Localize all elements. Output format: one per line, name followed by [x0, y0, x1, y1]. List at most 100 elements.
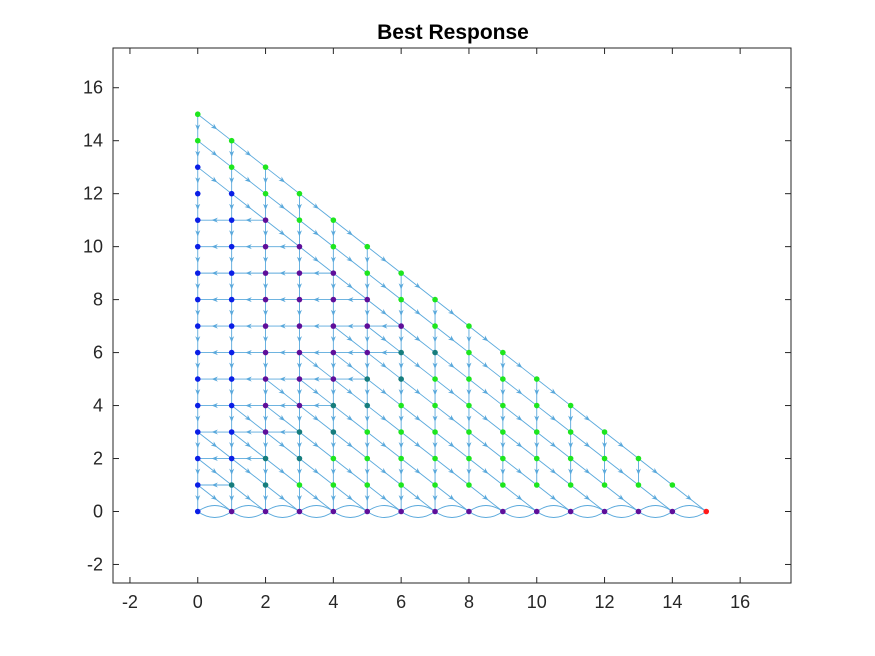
best-response-edge	[231, 458, 266, 486]
best-response-edge	[299, 246, 334, 274]
y-tick-label: -2	[87, 554, 103, 574]
best-response-edge	[400, 299, 436, 327]
lattice-point	[432, 482, 438, 488]
best-response-edge	[197, 431, 232, 459]
best-response-edge-upper	[231, 505, 266, 512]
lattice-point	[194, 482, 201, 488]
best-response-edge	[366, 325, 402, 353]
best-response-edge	[468, 405, 504, 433]
best-response-edge	[265, 458, 300, 486]
lattice-point	[262, 508, 269, 515]
best-response-edge-lower	[197, 511, 232, 518]
lattice-point	[194, 455, 201, 462]
lattice-point	[330, 482, 337, 488]
lattice-point	[533, 402, 540, 409]
lattice-point	[296, 349, 303, 356]
best-response-edge	[400, 431, 436, 459]
lattice-point	[296, 217, 303, 223]
lattice-point	[364, 482, 371, 488]
x-tick-label: 12	[595, 592, 615, 612]
best-response-edge	[231, 193, 266, 221]
best-response-edge-upper	[366, 505, 402, 512]
lattice-point	[228, 270, 235, 276]
lattice-point	[398, 429, 404, 435]
best-response-edge	[434, 299, 470, 327]
best-response-edge	[502, 378, 538, 406]
best-response-edge	[400, 484, 436, 512]
best-response-edge	[265, 484, 300, 512]
lattice-point	[500, 482, 506, 488]
lattice-point	[601, 455, 608, 462]
lattice-point	[194, 349, 201, 356]
lattice-point	[262, 376, 269, 382]
best-response-edge	[468, 325, 504, 353]
best-response-edge-lower	[231, 511, 266, 518]
lattice-point	[398, 402, 404, 409]
lattice-point	[228, 137, 235, 144]
x-tick-label: -2	[122, 592, 138, 612]
best-response-edge-upper	[570, 505, 605, 512]
x-tick-label: 4	[328, 592, 338, 612]
lattice-point	[194, 137, 201, 144]
lattice-point	[398, 349, 404, 356]
lattice-point	[432, 402, 438, 409]
lattice-point	[703, 508, 710, 515]
lattice-point	[194, 217, 201, 223]
x-axis-ticks: -2 0 2 4 6 8 10 12 14 16	[122, 48, 750, 612]
lattice-point	[364, 429, 371, 435]
lattice-point	[194, 164, 201, 170]
best-response-edge	[299, 219, 334, 247]
best-response-edge	[502, 458, 538, 486]
best-response-edge	[333, 484, 368, 512]
lattice-point	[296, 323, 303, 329]
best-response-edge	[366, 352, 402, 380]
best-response-edge	[468, 378, 504, 406]
lattice-point	[330, 323, 337, 329]
y-tick-label: 16	[83, 78, 103, 98]
best-response-edge-upper	[400, 505, 436, 512]
y-tick-label: 2	[93, 449, 103, 469]
best-response-edge	[299, 458, 334, 486]
lattice-point	[194, 270, 201, 276]
y-tick-label: 10	[83, 237, 103, 257]
best-response-edge	[502, 484, 538, 512]
lattice-point	[194, 376, 201, 382]
y-tick-label: 12	[83, 184, 103, 204]
best-response-edge	[333, 219, 368, 247]
lattice-point	[194, 296, 201, 303]
lattice-point	[398, 296, 404, 303]
best-response-edge-upper	[672, 505, 707, 512]
y-tick-label: 8	[93, 290, 103, 310]
lattice-point	[228, 190, 235, 197]
best-response-edge	[299, 431, 334, 459]
best-response-edge	[536, 378, 571, 406]
lattice-point	[194, 323, 201, 329]
best-response-edge	[672, 484, 707, 512]
best-response-edge-lower	[434, 511, 470, 518]
lattice-point	[364, 270, 371, 276]
best-response-edge	[570, 405, 605, 433]
lattice-point	[228, 349, 235, 356]
best-response-edge	[400, 378, 436, 406]
lattice-point	[262, 323, 269, 329]
best-response-edge	[366, 378, 402, 406]
lattice-point	[228, 455, 235, 462]
x-tick-label: 6	[396, 592, 406, 612]
best-response-edge-lower	[400, 511, 436, 518]
best-response-edge	[570, 431, 605, 459]
lattice-point	[500, 349, 506, 356]
best-response-edge	[502, 405, 538, 433]
best-response-edge	[502, 352, 538, 380]
lattice-point	[500, 508, 506, 515]
best-response-edge	[299, 378, 334, 406]
lattice-point	[228, 402, 235, 409]
lattice-point	[398, 323, 404, 329]
lattice-point	[364, 402, 371, 409]
best-response-edge	[468, 352, 504, 380]
best-response-edge	[265, 219, 300, 247]
best-response-edge	[333, 272, 368, 300]
lattice-point	[533, 455, 540, 462]
best-response-edge	[299, 193, 334, 221]
best-response-edge-upper	[265, 505, 300, 512]
